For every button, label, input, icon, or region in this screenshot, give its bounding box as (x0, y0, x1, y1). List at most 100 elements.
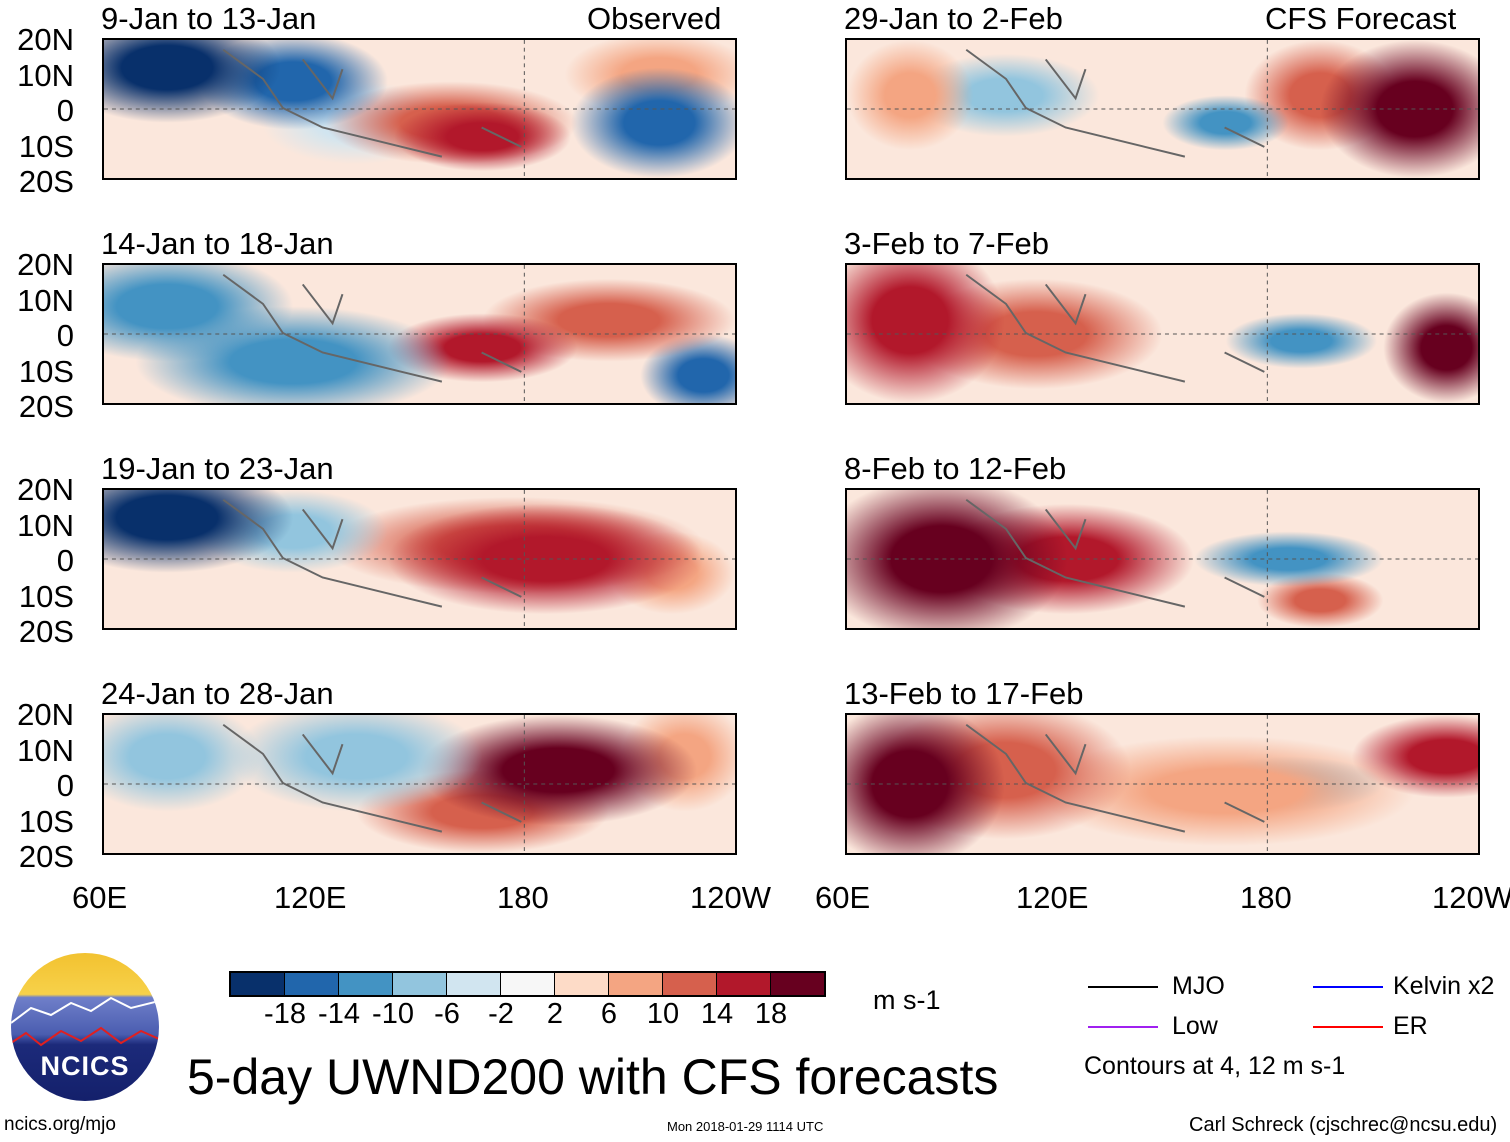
lat-label: 10N (17, 732, 74, 768)
panel-title: 14-Jan to 18-Jan (101, 226, 334, 261)
panel-title: 29-Jan to 2-Feb (844, 1, 1063, 36)
coastline (222, 48, 522, 158)
colorbar-swatch (663, 973, 717, 995)
map-overlay (847, 715, 1478, 853)
colorbar-label: 18 (754, 998, 788, 1030)
coastline (222, 723, 522, 833)
lat-label: 10N (17, 57, 74, 93)
lat-label: 20S (18, 614, 74, 649)
figure-title: 5-day UWND200 with CFS forecasts (187, 1049, 999, 1105)
colorbar-swatch (231, 973, 285, 995)
legend-low: Low (1172, 1012, 1218, 1040)
legend-kelvin: Kelvin x2 (1393, 972, 1495, 1000)
colorbar-swatch (447, 973, 501, 995)
legend-low-line (1088, 1026, 1158, 1028)
coastline (222, 273, 522, 383)
legend-mjo: MJO (1172, 972, 1225, 1000)
map-panel (102, 713, 737, 855)
colorbar-label: -6 (434, 998, 460, 1030)
colorbar-swatch (555, 973, 609, 995)
map-panel (102, 263, 737, 405)
map-panel (102, 38, 737, 180)
colorbar-label: 10 (646, 998, 680, 1030)
lon-label: 180 (497, 880, 549, 915)
lat-label: 10N (17, 507, 74, 543)
map-overlay (847, 265, 1478, 403)
coastline (965, 273, 1265, 383)
map-overlay (104, 265, 735, 403)
lat-label: 20N (17, 472, 74, 507)
lat-label: 0 (56, 93, 74, 128)
panel-title: 24-Jan to 28-Jan (101, 676, 334, 711)
coastline (222, 498, 522, 608)
map-overlay (847, 490, 1478, 628)
legend-mjo-line (1088, 986, 1158, 988)
lat-label: 10S (18, 128, 74, 164)
lat-label: 0 (56, 318, 74, 353)
colorbar-swatch (717, 973, 771, 995)
colorbar-swatch (339, 973, 393, 995)
lon-label: 120W (690, 880, 771, 915)
map-panel (845, 38, 1480, 180)
colorbar-swatch (393, 973, 447, 995)
lat-label: 20S (18, 389, 74, 424)
coastline (965, 498, 1265, 608)
lat-label: 10S (18, 578, 74, 614)
logo-text: NCICS (40, 1051, 130, 1081)
panel-title: 13-Feb to 17-Feb (844, 676, 1084, 711)
lon-label: 180 (1240, 880, 1292, 915)
footer-timestamp: Mon 2018-01-29 1114 UTC (667, 1119, 824, 1134)
forecast-header: CFS Forecast (1265, 1, 1457, 36)
coastline (965, 48, 1265, 158)
lat-label: 0 (56, 768, 74, 803)
map-panel (102, 488, 737, 630)
footer-author: Carl Schreck (cjschrec@ncsu.edu) (1189, 1114, 1498, 1136)
lon-label: 120E (1016, 880, 1089, 915)
lon-label: 120W (1432, 880, 1510, 915)
lat-label: 10S (18, 803, 74, 839)
contour-note: Contours at 4, 12 m s-1 (1084, 1052, 1346, 1080)
observed-header: Observed (587, 1, 722, 36)
footer-url[interactable]: ncics.org/mjo (4, 1114, 116, 1135)
map-panel (845, 488, 1480, 630)
map-panel (845, 263, 1480, 405)
lon-label: 120E (274, 880, 347, 915)
lat-label: 10S (18, 353, 74, 389)
ncics-logo: NCICS (11, 953, 159, 1101)
panel-title: 19-Jan to 23-Jan (101, 451, 334, 486)
colorbar-swatch (501, 973, 555, 995)
lat-label: 0 (56, 543, 74, 578)
legend-kelvin-line (1313, 986, 1383, 988)
colorbar-label: 6 (600, 998, 618, 1030)
lat-label: 20S (18, 164, 74, 199)
map-panel (845, 713, 1480, 855)
lon-label: 60E (72, 880, 128, 915)
colorbar-swatch (771, 973, 824, 995)
colorbar-swatch (285, 973, 339, 995)
colorbar-label: 2 (546, 998, 564, 1030)
lat-label: 10N (17, 282, 74, 318)
map-overlay (104, 490, 735, 628)
lat-label: 20N (17, 697, 74, 732)
lat-label: 20S (18, 839, 74, 874)
map-overlay (104, 40, 735, 178)
colorbar-label: 14 (700, 998, 734, 1030)
colorbar-swatch (609, 973, 663, 995)
panel-title: 3-Feb to 7-Feb (844, 226, 1050, 261)
map-overlay (104, 715, 735, 853)
colorbar-units: m s-1 (873, 985, 941, 1015)
lon-label: 60E (815, 880, 871, 915)
colorbar-label: -14 (318, 998, 360, 1030)
lat-label: 20N (17, 22, 74, 57)
panel-title: 8-Feb to 12-Feb (844, 451, 1067, 486)
lat-label: 20N (17, 247, 74, 282)
legend-er-line (1313, 1026, 1383, 1028)
colorbar-label: -10 (372, 998, 414, 1030)
colorbar-label: -2 (488, 998, 514, 1030)
legend-er: ER (1393, 1012, 1428, 1040)
coastline (965, 723, 1265, 833)
map-overlay (847, 40, 1478, 178)
panel-title: 9-Jan to 13-Jan (101, 1, 317, 36)
colorbar-label: -18 (264, 998, 306, 1030)
